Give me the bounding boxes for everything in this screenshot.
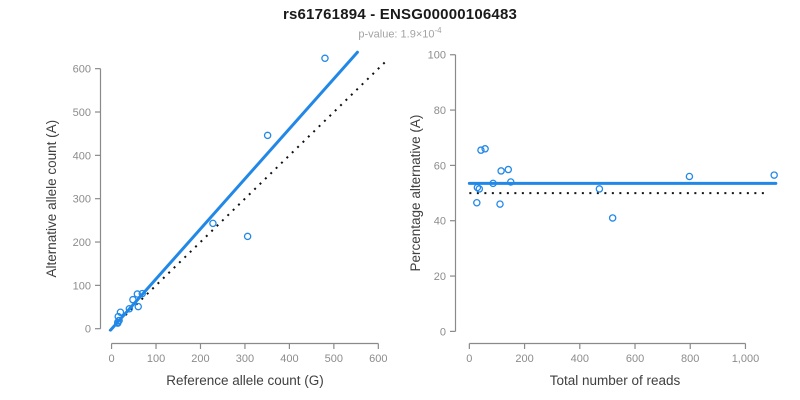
data-point (473, 198, 481, 207)
data-point (475, 185, 484, 193)
y-tick-label: 200 (73, 237, 91, 249)
data-point (263, 131, 272, 140)
data-point (134, 302, 142, 311)
pvalue-exponent: -4 (434, 26, 442, 35)
data-point (473, 183, 482, 192)
y-tick-label: 20 (434, 271, 446, 283)
data-point (321, 54, 329, 63)
reference-dotted-line (108, 61, 387, 332)
data-point (115, 316, 123, 325)
data-point (125, 305, 134, 313)
x-tick-label: 800 (681, 353, 699, 365)
y-tick-label: 400 (73, 150, 91, 162)
data-point (481, 145, 489, 153)
data-point (504, 165, 513, 174)
data-point (477, 146, 485, 154)
percentage-scatter-plot: 0 200 400 600 800 1,000 0 20 40 60 80 100 Total numb… (408, 50, 778, 388)
y-tick-label: 100 (73, 280, 91, 292)
data-point (138, 289, 146, 298)
data-point (243, 232, 252, 241)
data-point (114, 312, 122, 321)
x-tick-label: 200 (515, 353, 533, 365)
x-tick-label: 600 (626, 353, 644, 365)
y-tick-label: 600 (73, 64, 91, 76)
x-tick-label: 0 (108, 353, 114, 365)
y-axis-title: Alternative allele count (A) (44, 120, 59, 278)
x-tick-label: 200 (191, 353, 209, 365)
y-tick-label: 0 (440, 326, 446, 338)
y-tick-label: 500 (73, 107, 91, 119)
data-point (489, 179, 497, 188)
data-point (133, 290, 142, 298)
y-tick-label: 40 (434, 216, 446, 228)
y-tick-label: 80 (434, 105, 446, 117)
x-tick-label: 0 (466, 353, 472, 365)
y-axis-title: Percentage alternative (A) (408, 115, 423, 272)
x-tick-label: 1,000 (732, 353, 760, 365)
y-tick-label: 60 (434, 160, 446, 172)
x-tick-label: 400 (280, 353, 298, 365)
plot-header: rs61761894 - ENSG00000106483 p-value: 1.… (0, 6, 800, 41)
data-point (497, 167, 505, 175)
y-tick-label: 100 (428, 50, 446, 62)
x-tick-label: 600 (369, 353, 387, 365)
x-tick-label: 300 (236, 353, 254, 365)
data-point (129, 295, 137, 304)
x-axis-title: Total number of reads (550, 373, 681, 388)
data-point (116, 308, 125, 316)
plot-title: rs61761894 - ENSG00000106483 (282, 6, 518, 23)
fit-line (109, 50, 359, 332)
y-tick-label: 300 (73, 194, 91, 206)
data-point (496, 200, 504, 208)
data-point (608, 214, 617, 222)
y-tick-label: 0 (85, 324, 91, 336)
x-tick-label: 100 (147, 353, 165, 365)
x-tick-label: 500 (325, 353, 343, 365)
x-axis-title: Reference allele count (G) (166, 373, 324, 388)
allele-count-scatter-plot: 0 100 200 300 400 500 600 0 100 200 300 400 500 600 Re… (44, 50, 388, 388)
data-point (209, 219, 217, 228)
data-point (685, 172, 694, 181)
data-point (770, 171, 778, 179)
x-tick-label: 400 (571, 353, 589, 365)
pvalue-text: p-value: 1.9×10 (358, 28, 435, 41)
data-point (507, 178, 515, 186)
pvalue-subtitle: p-value: 1.9×10-4 (0, 26, 800, 41)
data-point (595, 185, 604, 193)
